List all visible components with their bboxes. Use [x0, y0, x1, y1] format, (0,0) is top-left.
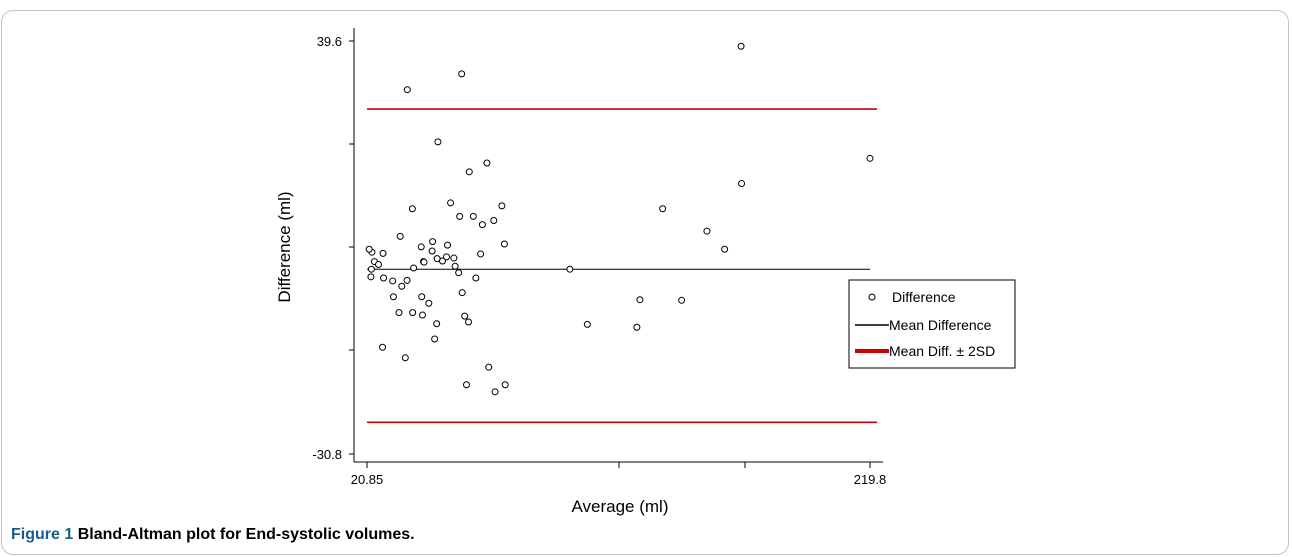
- data-points: [365, 42, 874, 396]
- data-point-7: [678, 296, 686, 304]
- data-point-3: [501, 381, 509, 389]
- data-point-31: [478, 221, 486, 229]
- legend-label-difference: Difference: [892, 289, 956, 305]
- data-point-62: [401, 354, 409, 362]
- reference-lines: [367, 108, 877, 424]
- x-ticks: [366, 462, 871, 468]
- data-point-25: [456, 212, 464, 220]
- data-point-2: [491, 388, 499, 396]
- data-point-59: [461, 312, 469, 320]
- data-point-67: [410, 264, 418, 272]
- data-point-44: [380, 274, 388, 282]
- legend-marker-difference: [868, 293, 876, 301]
- data-point-45: [389, 277, 397, 285]
- data-point-38: [429, 238, 437, 246]
- data-point-13: [703, 227, 711, 235]
- legend-label-mean: Mean Difference: [889, 317, 992, 333]
- legend-label-limits: Mean Diff. ± 2SD: [889, 343, 995, 359]
- data-point-18: [434, 138, 442, 146]
- data-point-52: [433, 320, 441, 328]
- x-tick-label-max: 219.8: [854, 472, 887, 487]
- data-point-21: [408, 205, 416, 213]
- data-point-55: [450, 254, 458, 262]
- data-point-11: [566, 265, 574, 273]
- figure-caption: Figure 1 Bland-Altman plot for End-systo…: [11, 526, 415, 544]
- data-point-56: [451, 262, 459, 270]
- legend-box: [848, 279, 1016, 369]
- data-point-48: [409, 309, 417, 317]
- data-point-1: [458, 70, 466, 78]
- y-tick-label-min: -30.8: [312, 447, 342, 462]
- legend: Difference Mean Difference Mean Diff. ± …: [848, 279, 1016, 369]
- data-point-15: [500, 240, 508, 248]
- data-point-54: [438, 257, 446, 265]
- data-point-41: [375, 261, 383, 269]
- data-point-0: [403, 86, 411, 94]
- data-point-19: [417, 243, 425, 251]
- data-point-47: [395, 309, 403, 317]
- figure-caption-text: Bland-Altman plot for End-systolic volum…: [77, 526, 415, 543]
- data-point-61: [431, 335, 439, 343]
- x-axis-title: Average (ml): [572, 497, 669, 516]
- data-point-46: [389, 293, 397, 301]
- y-tick-label-max: 39.6: [317, 34, 342, 49]
- data-point-4: [633, 323, 641, 331]
- data-point-50: [418, 311, 426, 319]
- data-point-32: [498, 202, 506, 210]
- y-ticks: [349, 40, 354, 455]
- data-point-6: [738, 180, 746, 188]
- data-point-60: [472, 274, 480, 282]
- data-point-43: [367, 273, 375, 281]
- data-point-58: [458, 289, 466, 297]
- data-point-16: [490, 217, 498, 225]
- data-point-49: [418, 293, 426, 301]
- data-point-9: [866, 154, 874, 162]
- data-point-12: [636, 296, 644, 304]
- data-point-57: [455, 269, 463, 277]
- figure-frame: [1, 10, 1289, 555]
- data-point-64: [379, 343, 387, 351]
- data-point-8: [737, 42, 745, 50]
- data-point-42: [367, 265, 375, 273]
- data-point-29: [443, 253, 451, 261]
- data-point-51: [425, 299, 433, 307]
- y-axis-title: Difference (ml): [275, 191, 294, 302]
- data-point-20: [396, 232, 404, 240]
- data-point-33: [469, 212, 477, 220]
- figure-caption-label: Figure 1: [11, 526, 74, 543]
- data-point-24: [447, 199, 455, 207]
- data-point-39: [365, 245, 373, 253]
- axes: 39.6 -30.8 20.85 219.8 Average (ml) Diff…: [275, 28, 886, 516]
- data-point-63: [462, 381, 470, 389]
- data-point-26: [465, 318, 473, 326]
- data-point-66: [403, 276, 411, 284]
- data-point-17: [483, 159, 491, 167]
- data-point-30: [477, 250, 485, 258]
- data-point-23: [465, 168, 473, 176]
- data-point-5: [721, 245, 729, 253]
- data-point-35: [379, 249, 387, 257]
- data-point-14: [583, 320, 591, 328]
- data-point-37: [428, 247, 436, 255]
- data-point-36: [420, 258, 428, 266]
- x-tick-label-min: 20.85: [351, 472, 384, 487]
- data-point-28: [444, 241, 452, 249]
- data-point-65: [398, 282, 406, 290]
- data-point-27: [485, 363, 493, 371]
- data-point-10: [659, 205, 667, 213]
